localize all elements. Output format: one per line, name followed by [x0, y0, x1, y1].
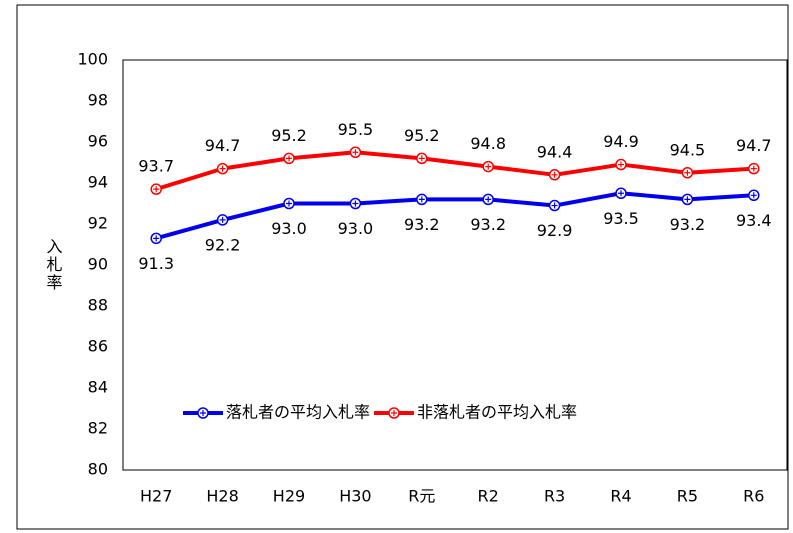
y-tick-label: 84 — [88, 378, 108, 397]
data-point-pattern — [750, 192, 757, 199]
plot-frame — [122, 59, 788, 471]
value-label: 92.2 — [205, 235, 241, 254]
x-tick-label: R2 — [478, 487, 499, 506]
chart-frame — [16, 4, 789, 530]
value-label: 93.0 — [338, 219, 374, 238]
series-line — [155, 191, 754, 241]
data-point-pattern — [286, 200, 292, 207]
y-tick-label: 96 — [88, 132, 108, 151]
value-label: 94.8 — [470, 134, 506, 153]
value-label: 93.2 — [470, 215, 506, 234]
y-tick-label: 94 — [88, 173, 108, 192]
data-point-pattern — [153, 235, 160, 242]
data-point-pattern — [551, 202, 558, 209]
value-label: 92.9 — [537, 221, 573, 240]
value-label: 93.7 — [138, 157, 174, 176]
value-label: 94.7 — [205, 136, 241, 155]
data-point-pattern — [286, 155, 292, 162]
legend-marker-pattern — [391, 410, 398, 416]
data-point-pattern — [219, 216, 226, 223]
legend-marker-pattern — [200, 410, 206, 416]
value-label: 95.2 — [271, 126, 307, 145]
x-tick-label: R4 — [610, 487, 631, 506]
data-point-pattern — [485, 196, 492, 203]
value-label: 91.3 — [138, 254, 174, 273]
data-point-pattern — [352, 200, 359, 207]
value-label: 94.5 — [670, 140, 706, 159]
y-tick-label: 100 — [77, 50, 108, 69]
data-point-pattern — [684, 196, 691, 203]
y-axis-label: 入札率 — [44, 238, 63, 292]
data-point-pattern — [153, 186, 160, 193]
x-tick-label: R5 — [677, 487, 698, 506]
y-tick-label: 88 — [88, 296, 108, 315]
y-tick-label: 86 — [88, 337, 108, 356]
y-tick-label: 82 — [88, 419, 108, 438]
x-tick-label: R元 — [408, 487, 435, 506]
x-tick-label: H27 — [140, 487, 172, 506]
value-label: 94.4 — [537, 142, 573, 161]
data-point-pattern — [485, 163, 492, 170]
legend-label: 非落札者の平均入札率 — [417, 403, 577, 422]
data-point-pattern — [418, 155, 425, 162]
series-line — [155, 150, 754, 192]
data-point-pattern — [618, 190, 624, 197]
y-tick-label: 98 — [88, 91, 108, 110]
y-tick-label: 92 — [88, 214, 108, 233]
data-point-pattern — [750, 165, 757, 172]
y-tick-label: 80 — [88, 460, 108, 479]
value-label: 95.2 — [404, 126, 440, 145]
x-tick-label: H29 — [273, 487, 305, 506]
legend-label: 落札者の平均入札率 — [226, 403, 370, 422]
data-point-pattern — [219, 165, 226, 172]
y-tick-label: 90 — [88, 255, 108, 274]
data-point-pattern — [418, 196, 425, 203]
data-point-pattern — [618, 161, 624, 168]
x-tick-label: R6 — [743, 487, 764, 506]
value-label: 93.0 — [271, 219, 307, 238]
data-point-pattern — [551, 171, 558, 178]
x-tick-label: H30 — [339, 487, 371, 506]
value-label: 94.7 — [736, 136, 772, 155]
value-label: 93.5 — [603, 209, 639, 228]
x-tick-label: H28 — [206, 487, 238, 506]
value-label: 94.9 — [603, 132, 639, 151]
x-tick-label: R3 — [544, 487, 565, 506]
data-point-pattern — [684, 169, 691, 176]
value-label: 95.5 — [338, 120, 374, 139]
value-label: 93.2 — [670, 215, 706, 234]
value-label: 93.2 — [404, 215, 440, 234]
data-point-pattern — [352, 149, 359, 156]
value-label: 93.4 — [736, 211, 772, 230]
